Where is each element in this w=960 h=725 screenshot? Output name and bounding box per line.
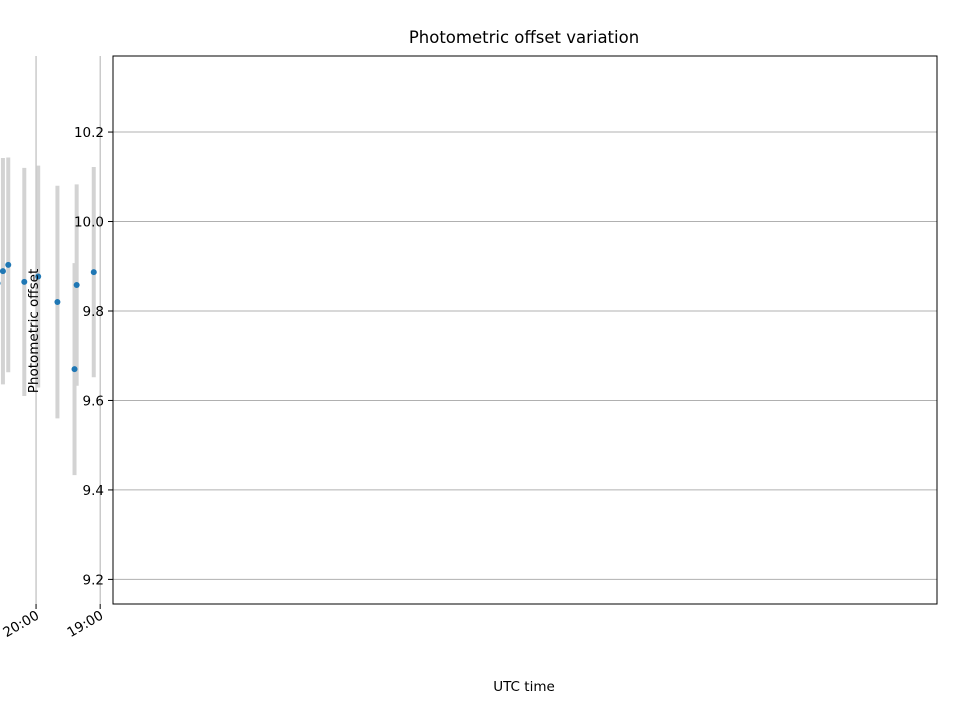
data-point <box>90 269 97 276</box>
data-point <box>71 366 78 373</box>
y-tick-label: 9.4 <box>83 483 104 499</box>
data-point <box>0 281 1 286</box>
y-tick-label: 9.8 <box>83 304 104 320</box>
y-tick-label: 10.2 <box>74 125 104 141</box>
data-point <box>35 273 42 280</box>
x-tick-label: 20:00 <box>0 608 42 641</box>
errorbars <box>0 157 96 476</box>
x-axis-label: UTC time <box>493 679 555 695</box>
y-axis-label: Photometric offset <box>26 269 42 393</box>
data-point <box>21 278 28 285</box>
chart-title: Photometric offset variation <box>409 28 639 47</box>
y-tick-label: 9.6 <box>83 393 104 409</box>
x-tick-label: 19:00 <box>64 608 106 641</box>
grid <box>35 56 937 604</box>
y-tick-label: 10.0 <box>74 215 104 231</box>
data-point <box>0 268 6 275</box>
data-point <box>5 261 12 268</box>
y-tick-label: 9.2 <box>83 572 104 588</box>
y-ticks: 9.2 9.4 9.6 9.8 10.0 10.2 <box>74 125 113 588</box>
data-point <box>73 282 80 289</box>
x-ticks: 19:0020:0021:0022:0023:0000:0001:0002:00… <box>0 604 106 641</box>
plot-frame <box>112 55 938 605</box>
data-point <box>54 299 61 306</box>
data-points <box>0 261 97 373</box>
